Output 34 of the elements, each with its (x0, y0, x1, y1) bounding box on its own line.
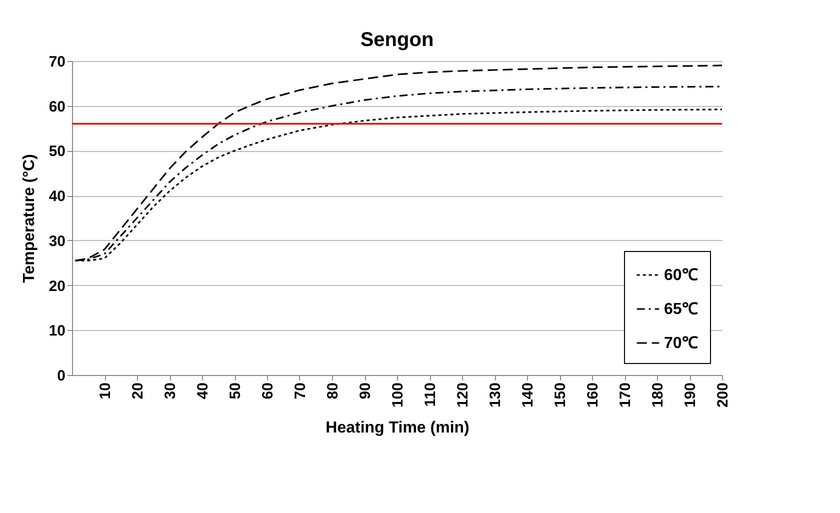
x-tick-label: 50 (227, 382, 244, 400)
chart-title: Sengon (360, 29, 434, 51)
y-tick-label: 0 (57, 368, 66, 384)
y-tick-label: 10 (48, 322, 66, 340)
x-tick-label: 150 (552, 382, 569, 408)
y-axis-title: Temperature (°C) (20, 154, 38, 283)
x-tick-label: 70 (292, 382, 309, 400)
legend-label: 65℃ (664, 301, 698, 318)
y-tick-label: 60 (48, 98, 66, 116)
x-tick-label: 180 (650, 382, 666, 408)
x-tick-label: 100 (390, 382, 406, 408)
y-tick-label: 40 (48, 188, 66, 206)
x-tick-label: 170 (617, 382, 634, 408)
y-tick-label: 50 (48, 143, 66, 160)
x-tick-label: 90 (357, 382, 374, 400)
x-tick-label: 60 (260, 382, 276, 400)
legend-label: 70℃ (664, 335, 698, 352)
y-tick-label: 20 (48, 278, 66, 295)
x-tick-label: 40 (194, 382, 212, 400)
x-tick-label: 120 (454, 382, 472, 408)
y-tick-label: 70 (48, 54, 66, 70)
x-tick-label: 80 (324, 382, 342, 400)
x-axis-title: Heating Time (min) (326, 420, 470, 437)
x-tick-label: 140 (520, 382, 536, 408)
x-tick-label: 200 (714, 382, 732, 408)
legend-label: 60℃ (664, 267, 698, 284)
x-tick-label: 110 (422, 382, 439, 407)
x-tick-label: 20 (130, 382, 146, 400)
y-tick-label: 30 (48, 232, 66, 250)
x-tick-label: 10 (97, 382, 114, 400)
x-tick-label: 30 (162, 382, 179, 400)
x-tick-label: 130 (487, 382, 504, 408)
x-tick-label: 160 (584, 382, 602, 408)
x-tick-label: 190 (682, 382, 699, 408)
